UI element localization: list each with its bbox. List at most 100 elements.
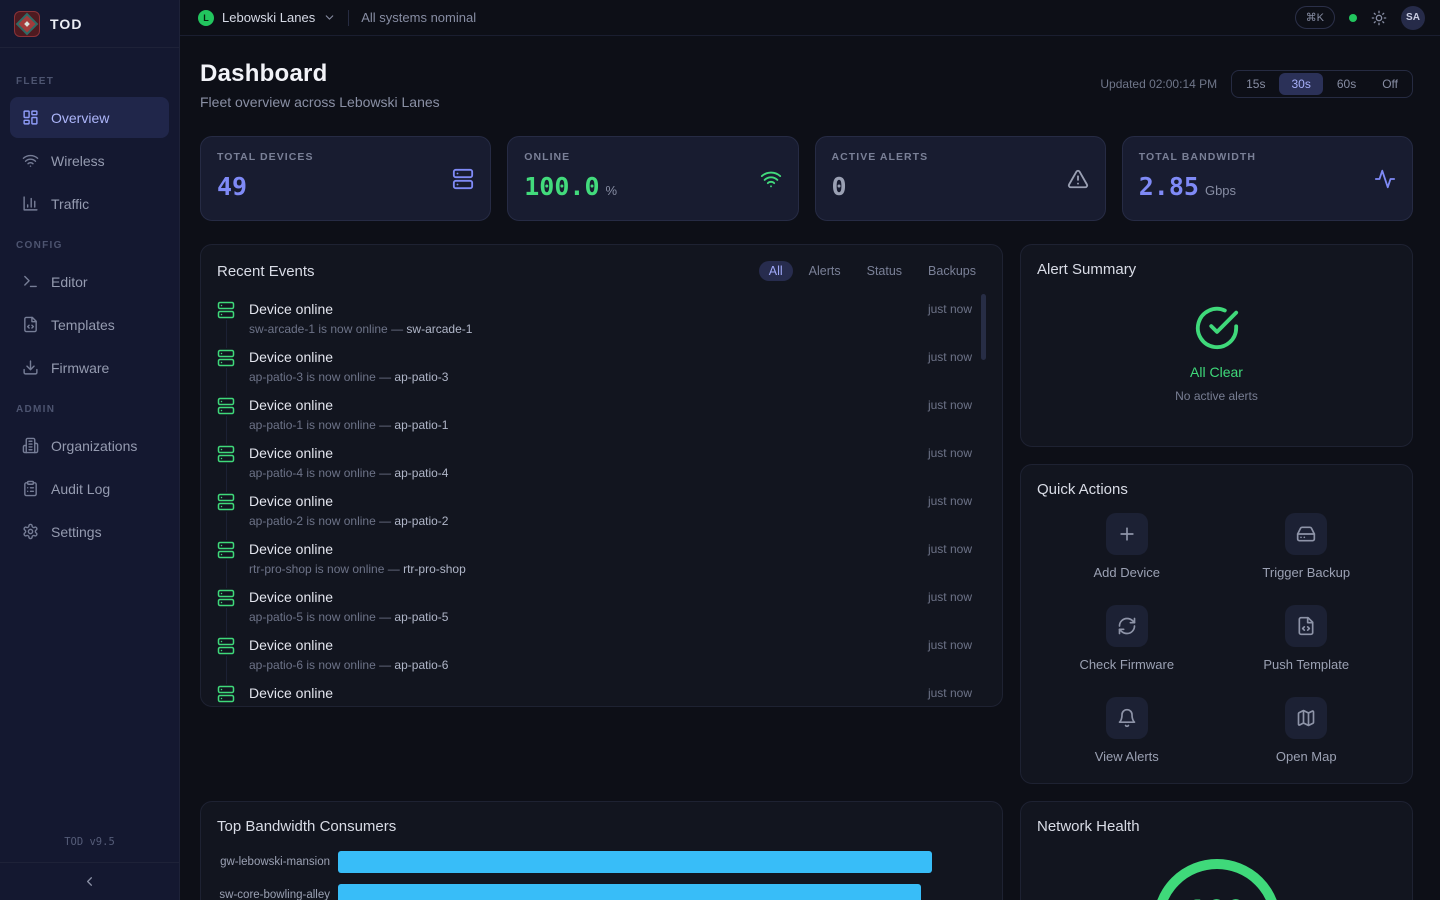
bandwidth-bar-row: gw-lebowski-mansion: [217, 851, 986, 873]
quick-action-label: Open Map: [1275, 749, 1337, 764]
tab-all[interactable]: All: [758, 261, 793, 281]
updated-timestamp: Updated 02:00:14 PM: [1100, 77, 1218, 91]
event-row[interactable]: Device online ap-patio-6 is now online —…: [217, 636, 986, 684]
event-title: Device online: [249, 349, 334, 365]
page-title: Dashboard: [200, 60, 328, 87]
app-version: TOD v9.5: [64, 836, 115, 848]
interval-60s[interactable]: 60s: [1336, 77, 1357, 91]
stat-value: 100.0: [524, 172, 600, 201]
server-icon: [217, 492, 237, 512]
event-row[interactable]: Device online sw-arcade-1 is now online …: [217, 300, 986, 348]
wifi-icon: [760, 171, 781, 187]
server-icon: [217, 348, 237, 368]
quick-action-add-device[interactable]: Add Device: [1037, 513, 1217, 580]
event-time: just now: [927, 590, 972, 604]
sun-icon[interactable]: [1371, 10, 1387, 26]
stat-label: ONLINE: [524, 151, 571, 163]
sidebar-collapse-button[interactable]: [0, 862, 179, 900]
dashboard-grid: Recent Events All Alerts Status Backups …: [200, 244, 1413, 900]
event-row[interactable]: Device online — just now: [217, 684, 986, 706]
interval-15s[interactable]: 15s: [1246, 77, 1266, 91]
system-status-text: All systems nominal: [361, 10, 477, 25]
tab-status[interactable]: Status: [866, 264, 903, 278]
bell-icon: [1118, 708, 1136, 728]
quick-action-trigger-backup[interactable]: Trigger Backup: [1217, 513, 1397, 580]
event-time: just now: [927, 494, 972, 508]
tab-alerts[interactable]: Alerts: [808, 264, 841, 278]
stat-card-online: ONLINE 100.0%: [507, 136, 799, 221]
interval-off[interactable]: Off: [1382, 77, 1398, 91]
server-icon: [453, 168, 474, 189]
quick-action-push-template[interactable]: Push Template: [1217, 605, 1397, 672]
event-row[interactable]: Device online ap-patio-5 is now online —…: [217, 588, 986, 636]
server-icon: [217, 588, 237, 608]
alert-triangle-icon: [1067, 169, 1088, 188]
stats-row: TOTAL DEVICES 49 ONLINE 100.0% ACTIVE AL…: [200, 136, 1413, 221]
event-row[interactable]: Device online ap-patio-3 is now online —…: [217, 348, 986, 396]
quick-action-check-firmware[interactable]: Check Firmware: [1037, 605, 1217, 672]
command-palette-button[interactable]: ⌘K: [1294, 6, 1335, 29]
event-row[interactable]: Device online ap-patio-4 is now online —…: [217, 444, 986, 492]
gauge-ring-icon: [1156, 859, 1277, 900]
server-icon: [217, 684, 237, 704]
sidebar-item-label: Overview: [51, 109, 110, 126]
check-circle-icon: [1195, 306, 1238, 350]
sidebar-item-wireless[interactable]: Wireless: [10, 140, 169, 181]
sidebar-item-organizations[interactable]: Organizations: [10, 425, 169, 466]
event-detail: ap-patio-4 is now online — ap-patio-4: [249, 466, 449, 481]
event-detail: ap-patio-5 is now online — ap-patio-5: [249, 610, 449, 625]
event-title: Device online: [249, 445, 334, 461]
bandwidth-bar: [338, 884, 921, 900]
topbar: L Lebowski Lanes All systems nominal ⌘K …: [180, 0, 1440, 36]
connection-status-dot: [1349, 13, 1357, 22]
network-health-title: Network Health: [1037, 818, 1140, 835]
map-icon: [1297, 709, 1315, 727]
event-row[interactable]: Device online ap-patio-2 is now online —…: [217, 492, 986, 540]
download-icon: [23, 360, 38, 375]
events-title: Recent Events: [217, 262, 315, 280]
wifi-icon: [22, 154, 39, 167]
event-title: Device online: [249, 301, 334, 317]
bandwidth-bar-track: [338, 884, 986, 900]
sidebar-item-label: Organizations: [51, 437, 138, 454]
hard-drive-icon: [1297, 526, 1316, 542]
sidebar-item-label: Wireless: [51, 152, 105, 169]
sidebar-item-editor[interactable]: Editor: [10, 261, 169, 302]
sidebar-item-audit-log[interactable]: Audit Log: [10, 468, 169, 509]
user-avatar[interactable]: SA: [1401, 5, 1425, 30]
server-icon: [217, 444, 237, 464]
building-icon: [22, 437, 39, 454]
quick-action-label: Trigger Backup: [1262, 565, 1351, 580]
page-content: Dashboard Fleet overview across Lebowski…: [180, 36, 1440, 900]
event-row[interactable]: Device online rtr-pro-shop is now online…: [217, 540, 986, 588]
nav-section-config: CONFIG: [16, 240, 63, 251]
event-time: just now: [927, 350, 972, 364]
site-switcher[interactable]: L Lebowski Lanes: [198, 9, 336, 26]
interval-30s[interactable]: 30s: [1279, 73, 1323, 95]
stat-value: 0: [831, 172, 847, 201]
app-logo: TOD: [0, 0, 179, 48]
sidebar-item-overview[interactable]: Overview: [10, 97, 169, 138]
quick-action-label: Check Firmware: [1079, 657, 1175, 672]
server-icon: [217, 636, 237, 656]
sidebar-item-settings[interactable]: Settings: [10, 511, 169, 552]
app-name: TOD: [50, 15, 83, 32]
events-list: Device online sw-arcade-1 is now online …: [217, 300, 986, 706]
event-time: just now: [927, 638, 972, 652]
network-health-card: Network Health 100: [1020, 801, 1413, 900]
quick-action-view-alerts[interactable]: View Alerts: [1037, 697, 1217, 764]
events-scrollbar-thumb[interactable]: [981, 294, 986, 360]
quick-action-open-map[interactable]: Open Map: [1217, 697, 1397, 764]
sidebar-item-firmware[interactable]: Firmware: [10, 347, 169, 388]
server-icon: [217, 300, 237, 320]
clipboard-icon: [24, 480, 37, 497]
stat-label: ACTIVE ALERTS: [831, 151, 929, 163]
sidebar-item-templates[interactable]: Templates: [10, 304, 169, 345]
tab-backups[interactable]: Backups: [928, 264, 976, 278]
alert-status-text: All Clear: [1190, 364, 1243, 380]
quick-action-label: Push Template: [1263, 657, 1350, 672]
sidebar-item-traffic[interactable]: Traffic: [10, 183, 169, 224]
site-name: Lebowski Lanes: [222, 10, 316, 25]
page-subtitle: Fleet overview across Lebowski Lanes: [200, 94, 440, 110]
event-row[interactable]: Device online ap-patio-1 is now online —…: [217, 396, 986, 444]
